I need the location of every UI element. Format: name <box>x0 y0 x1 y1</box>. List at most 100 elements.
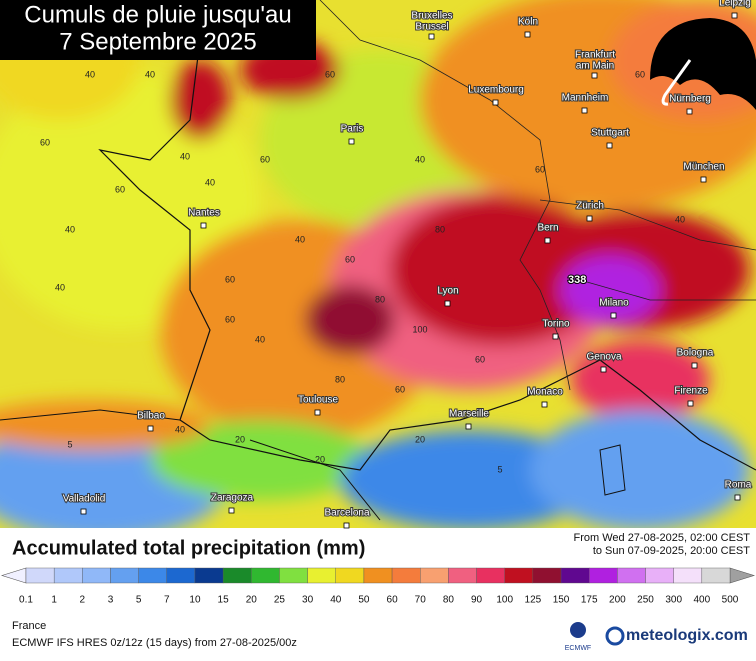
legend-swatch <box>53 567 83 584</box>
legend-level: 0.1 <box>19 595 33 606</box>
legend-level: 10 <box>189 595 201 606</box>
legend-swatch <box>560 567 590 584</box>
legend-swatch <box>25 567 55 584</box>
legend-level: 60 <box>387 595 399 606</box>
contour-label: 40 <box>175 424 185 434</box>
city-label: Nantes <box>188 208 220 219</box>
brand-logo <box>605 626 625 646</box>
city-dot <box>544 237 551 244</box>
city-label: Toulouse <box>298 395 338 406</box>
legend-swatch <box>617 567 646 584</box>
legend-level: 90 <box>471 595 483 606</box>
city-label: Bruxelles <box>411 11 452 22</box>
legend-swatch <box>138 567 167 584</box>
legend-level: 80 <box>443 595 455 606</box>
contour-label: 60 <box>115 184 125 194</box>
contour-label: 20 <box>235 434 245 444</box>
legend-swatch <box>194 567 224 584</box>
legend-title: Accumulated total precipitation (mm) <box>12 537 365 559</box>
city-dot <box>80 508 87 515</box>
legend-level: 2 <box>80 595 86 606</box>
contour-label: 40 <box>415 154 425 164</box>
city-dot <box>465 423 472 430</box>
city-dot <box>731 12 738 19</box>
legend-swatch <box>82 567 111 584</box>
city-label: Nürnberg <box>669 94 711 105</box>
city-dot <box>524 31 531 38</box>
legend-level: 125 <box>525 595 542 606</box>
contour-label: 60 <box>535 164 545 174</box>
city-dot <box>428 33 435 40</box>
contour-label: 60 <box>225 274 235 284</box>
city-label: Zaragoza <box>211 493 254 504</box>
city-dot <box>228 507 235 514</box>
city-dot <box>314 409 321 416</box>
contour-label: 40 <box>55 282 65 292</box>
city-dot <box>610 312 617 319</box>
legend-swatch <box>307 567 336 584</box>
city-label: Monaco <box>527 387 563 398</box>
legend-swatch <box>532 567 562 584</box>
city-label: Leipzig <box>719 0 751 9</box>
legend-level: 175 <box>581 595 598 606</box>
city-label: Paris <box>341 124 364 135</box>
city-dot <box>734 494 741 501</box>
legend-level: 400 <box>693 595 710 606</box>
city-dot <box>348 138 355 145</box>
city-label: Bilbao <box>137 411 165 422</box>
contour-label: 40 <box>85 69 95 79</box>
contour-label: 60 <box>40 137 50 147</box>
city-dot <box>691 362 698 369</box>
contour-label: 80 <box>435 224 445 234</box>
city-label: Zürich <box>576 201 604 212</box>
legend-swatch <box>589 567 618 584</box>
city-dot <box>687 400 694 407</box>
contour-label: 40 <box>180 151 190 161</box>
legend-swatch <box>504 567 534 584</box>
legend-level: 40 <box>330 595 342 606</box>
city-label: Genova <box>586 352 621 363</box>
legend-level: 25 <box>274 595 286 606</box>
legend-swatch <box>279 567 308 584</box>
model-info: ECMWF IFS HRES 0z/12z (15 days) from 27-… <box>12 637 297 649</box>
legend-level: 5 <box>136 595 142 606</box>
max-label: 338 <box>568 274 586 286</box>
legend-level: 500 <box>722 595 739 606</box>
contour-label: 60 <box>345 254 355 264</box>
period-line: From Wed 27-08-2025, 02:00 CEST <box>574 532 751 544</box>
contour-label: 40 <box>65 224 75 234</box>
contour-label: 40 <box>205 177 215 187</box>
legend-arrow-high <box>729 567 756 584</box>
legend-level: 100 <box>496 595 513 606</box>
city-label: Roma <box>725 480 752 491</box>
contour-label: 20 <box>315 454 325 464</box>
city-dot <box>343 522 350 529</box>
city-label: Luxembourg <box>468 85 524 96</box>
ecmwf-label: ECMWF <box>565 645 591 652</box>
city-dot <box>200 222 207 229</box>
legend-level: 150 <box>553 595 570 606</box>
city-label: Brussel <box>415 22 448 33</box>
title-line: 7 Septembre 2025 <box>59 28 256 55</box>
legend-arrow-low <box>0 567 27 584</box>
city-label: München <box>683 162 724 173</box>
city-label: Marseille <box>449 409 489 420</box>
legend-level: 70 <box>415 595 427 606</box>
legend-swatch <box>110 567 139 584</box>
contour-label: 40 <box>145 69 155 79</box>
city-label: Frankfurt <box>575 50 615 61</box>
legend-swatch <box>476 567 505 584</box>
period-line: to Sun 07-09-2025, 20:00 CEST <box>593 545 750 557</box>
contour-label: 60 <box>325 69 335 79</box>
legend-level: 300 <box>665 595 682 606</box>
legend-swatch <box>448 567 477 584</box>
ecmwf-logo <box>570 622 586 638</box>
city-label: Bern <box>537 223 558 234</box>
legend-level: 7 <box>164 595 170 606</box>
legend-swatch <box>420 567 449 584</box>
legend-level: 200 <box>609 595 626 606</box>
contour-label: 60 <box>475 354 485 364</box>
legend-level: 50 <box>358 595 370 606</box>
region: France <box>12 620 46 632</box>
